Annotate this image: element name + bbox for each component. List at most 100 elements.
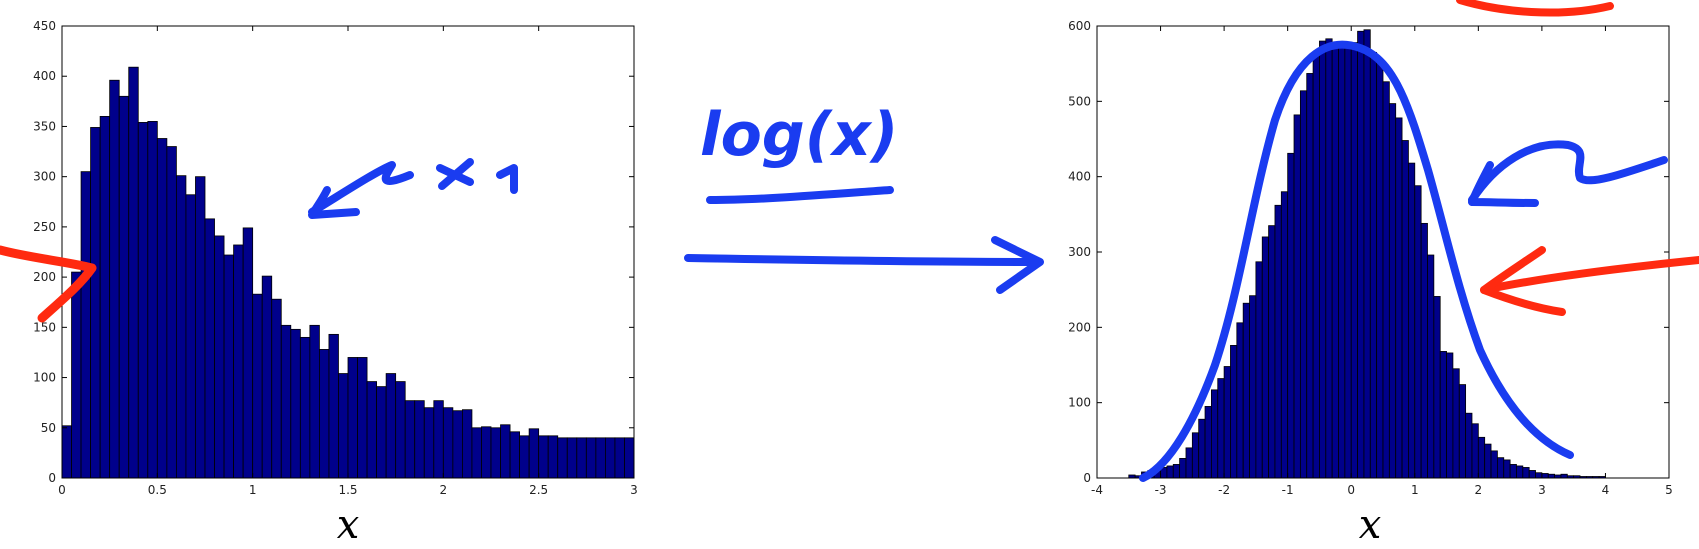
right-x-tick-label: 3 xyxy=(1538,483,1546,497)
left-x-tick-label: 0.5 xyxy=(148,483,167,497)
left-bar xyxy=(366,381,378,479)
right-bar xyxy=(1312,51,1320,479)
right-y-tick-label: 600 xyxy=(1068,19,1091,33)
right-bar xyxy=(1211,389,1219,479)
left-y-tick-label: 150 xyxy=(33,320,56,334)
right-bar xyxy=(1204,406,1212,479)
left-bar xyxy=(214,235,225,479)
right-bar xyxy=(1331,42,1339,479)
left-x-tick-label: 2.5 xyxy=(529,483,548,497)
right-x-tick-label: 0 xyxy=(1347,483,1355,497)
left-bar xyxy=(185,194,196,479)
left-bar xyxy=(500,424,511,479)
right-bar xyxy=(1382,81,1390,479)
right-bar xyxy=(1293,114,1301,479)
left-bar xyxy=(423,407,435,479)
left-bar xyxy=(137,122,149,479)
right-bar xyxy=(1458,384,1467,479)
right-bar xyxy=(1217,378,1225,479)
transform-underline xyxy=(706,186,894,204)
right-bar xyxy=(1249,295,1257,479)
left-bars xyxy=(61,66,635,479)
red-arrowhead-right xyxy=(1480,246,1566,316)
right-bar xyxy=(1427,254,1435,479)
left-x-tick-label: 1.5 xyxy=(338,483,357,497)
left-y-tick-label: 200 xyxy=(33,270,56,284)
left-bar xyxy=(433,400,444,479)
left-x-tick-label: 2 xyxy=(440,483,448,497)
left-bar xyxy=(414,400,425,479)
right-y-tick-label: 0 xyxy=(1083,471,1091,485)
right-bar xyxy=(1255,261,1263,479)
right-bar xyxy=(1490,450,1498,479)
left-y-tick-label: 300 xyxy=(33,170,56,184)
left-y-tick-label: 100 xyxy=(33,371,56,385)
right-bar xyxy=(1414,185,1422,479)
left-bar xyxy=(290,328,301,479)
left-bar xyxy=(385,373,397,479)
left-bar xyxy=(242,227,254,479)
left-bar xyxy=(538,435,549,479)
right-bar xyxy=(1433,296,1441,479)
left-bar xyxy=(223,254,234,479)
left-bar xyxy=(328,333,339,479)
left-bar xyxy=(490,427,501,479)
left-bar xyxy=(547,435,559,479)
left-bar xyxy=(195,176,206,479)
right-y-tick-label: 300 xyxy=(1068,245,1091,259)
right-bar xyxy=(1166,465,1174,479)
left-bar xyxy=(71,271,82,479)
right-bar xyxy=(1452,368,1460,479)
blue-arrow-x1 xyxy=(308,161,414,216)
transform-label: log(x) xyxy=(700,100,898,170)
right-bar xyxy=(1528,470,1536,479)
right-x-tick-label: 5 xyxy=(1665,483,1673,497)
right-bar xyxy=(1198,418,1206,479)
left-bar xyxy=(109,79,120,479)
right-bar xyxy=(1484,443,1492,479)
right-bar xyxy=(1541,473,1549,479)
right-bar xyxy=(1179,458,1187,479)
right-x-axis-label: x xyxy=(1359,502,1382,548)
right-y-tick-label: 400 xyxy=(1068,170,1091,184)
right-bar xyxy=(1242,302,1250,479)
right-bar xyxy=(1560,473,1568,479)
left-y-tick-label: 450 xyxy=(33,19,56,33)
transform-arrow xyxy=(684,254,1039,266)
right-bar xyxy=(1299,90,1308,479)
left-bar xyxy=(395,381,406,479)
right-y-tick-label: 200 xyxy=(1068,320,1091,334)
left-bar xyxy=(147,121,158,479)
left-bar xyxy=(252,293,263,479)
right-bar xyxy=(1280,191,1289,479)
right-bar xyxy=(1395,117,1403,479)
left-bar xyxy=(566,437,578,479)
right-x-tick-label: 1 xyxy=(1411,483,1419,497)
right-bar xyxy=(1191,432,1200,479)
right-bar xyxy=(1420,222,1428,479)
left-bar xyxy=(61,425,72,479)
left-bar xyxy=(528,428,540,479)
left-bar xyxy=(595,437,606,479)
left-bar xyxy=(509,431,521,479)
left-bar xyxy=(452,410,463,479)
right-bar xyxy=(1306,73,1314,479)
left-x-axis-label: x xyxy=(337,502,360,548)
right-bar xyxy=(1172,464,1181,479)
right-bar xyxy=(1223,366,1231,479)
right-x-tick-label: -4 xyxy=(1091,483,1103,497)
right-bar xyxy=(1401,140,1409,479)
left-y-ticks: 0 50 100 150 200 250 300 350 400 450 xyxy=(33,19,634,485)
red-arrow-right xyxy=(1480,256,1699,294)
right-bar xyxy=(1357,30,1365,479)
left-x-tick-label: 1 xyxy=(249,483,257,497)
blue-arrowhead-x1 xyxy=(308,186,360,219)
left-bar xyxy=(128,66,139,479)
right-x-tick-label: -2 xyxy=(1218,483,1230,497)
left-bar xyxy=(557,437,568,479)
left-bar xyxy=(605,437,616,479)
bell-curve-outline xyxy=(1139,40,1574,482)
right-bar xyxy=(1388,103,1397,479)
left-bar xyxy=(99,116,111,479)
